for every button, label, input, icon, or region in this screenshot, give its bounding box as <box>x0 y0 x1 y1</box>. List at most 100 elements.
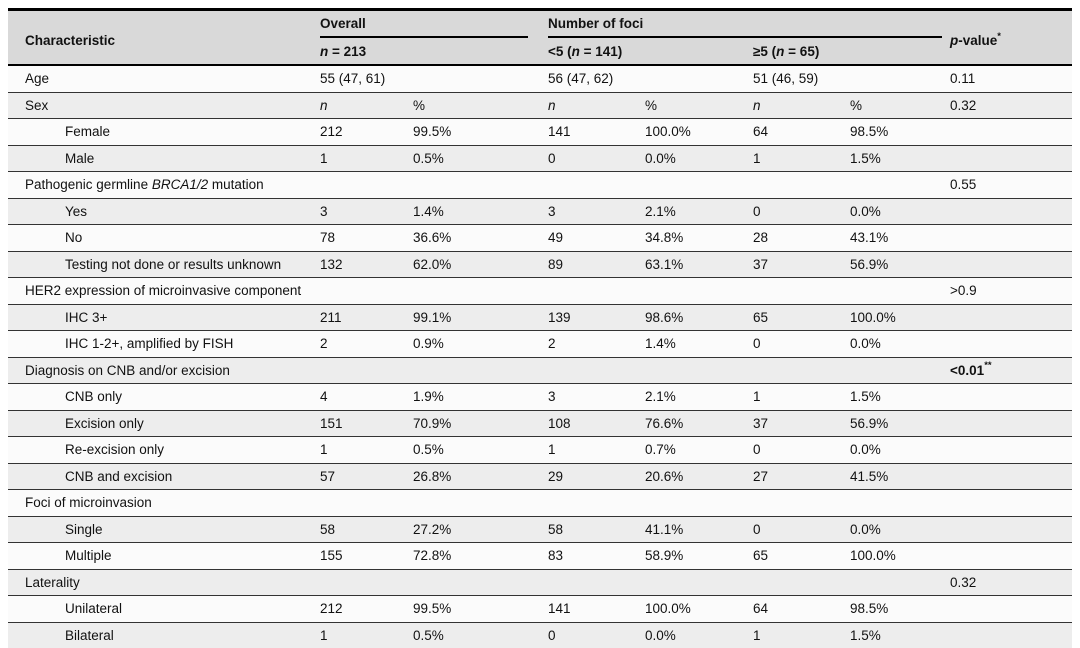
section-label: Laterality <box>8 568 951 596</box>
cell: 26.8% <box>413 462 548 490</box>
cell: 41.1% <box>645 515 753 543</box>
cell: 49 <box>548 224 645 251</box>
table-row: Bilateral 1 0.5% 0 0.0% 1 1.5% <box>8 621 1073 648</box>
p-value-cell <box>950 330 1073 357</box>
subheader-foci-lt5: <5 (n = 141) <box>548 38 753 65</box>
row-label: Sex <box>8 91 320 119</box>
cell: 0.0% <box>645 621 753 648</box>
cell: 1.5% <box>850 144 951 172</box>
section-row: HER2 expression of microinvasive compone… <box>8 277 1073 304</box>
cell: 70.9% <box>413 409 548 437</box>
table-row: Male 1 0.5% 0 0.0% 1 1.5% <box>8 144 1073 172</box>
section-row: Foci of microinvasion <box>8 489 1073 516</box>
p-value-cell <box>950 436 1073 463</box>
row-label: IHC 3+ <box>8 303 320 331</box>
table-row: CNB only 4 1.9% 3 2.1% 1 1.5% <box>8 383 1073 410</box>
cell: 1.9% <box>413 383 548 410</box>
p-value-cell: 0.11 <box>950 71 976 87</box>
cell: 99.1% <box>413 303 548 331</box>
cell: 65 <box>753 542 850 569</box>
section-label: HER2 expression of microinvasive compone… <box>8 277 951 304</box>
header-row-subgroups: n = 213 <5 (n = 141) ≥5 (n = 65) <box>8 38 1072 65</box>
cell: 141 <box>548 595 645 622</box>
p-value-cell: <0.01** <box>950 356 1073 384</box>
characteristics-table: Characteristic Overall Number of foci p-… <box>8 8 1073 648</box>
cell: 1.4% <box>413 197 548 225</box>
table-row: No 78 36.6% 49 34.8% 28 43.1% <box>8 224 1073 251</box>
cell: 139 <box>548 303 645 331</box>
p-value-cell <box>950 489 1073 516</box>
row-label: Unilateral <box>8 595 320 622</box>
cell: 100.0% <box>850 542 951 569</box>
cell: 132 <box>320 250 413 278</box>
cell: 3 <box>548 197 645 225</box>
subheader-overall-n: n = 213 <box>320 38 548 65</box>
cell: 151 <box>320 409 413 437</box>
p-value-cell: >0.9 <box>950 277 1073 304</box>
section-row: Laterality 0.32 <box>8 568 1073 596</box>
p-value-cell <box>950 621 1073 648</box>
cell: 58.9% <box>645 542 753 569</box>
table-row: Yes 3 1.4% 3 2.1% 0 0.0% <box>8 197 1073 225</box>
table-row: Age 55 (47, 61) 56 (47, 62) 51 (46, 59) 0.11 <box>8 65 1073 92</box>
cell: 2 <box>548 330 645 357</box>
cell: 58 <box>320 515 413 543</box>
table-row: Sex n% n% n% 0.32 <box>8 91 1073 119</box>
cell: 1 <box>320 621 413 648</box>
cell: 212 <box>320 118 413 145</box>
section-label: Foci of microinvasion <box>8 489 951 516</box>
cell: 0.0% <box>645 144 753 172</box>
cell: 2.1% <box>645 197 753 225</box>
cell: 0.0% <box>850 330 951 357</box>
p-value-cell <box>950 197 1073 225</box>
cell: 98.6% <box>645 303 753 331</box>
section-label: Pathogenic germline BRCA1/2 mutation <box>8 171 951 198</box>
cell: 28 <box>753 224 850 251</box>
cell: 0 <box>548 621 645 648</box>
row-label: Age <box>25 71 50 87</box>
p-value-cell <box>950 595 1073 622</box>
p-value-cell <box>950 144 1073 172</box>
cell: 0.9% <box>413 330 548 357</box>
cell: 1.5% <box>850 621 951 648</box>
row-label: CNB and excision <box>8 462 320 490</box>
cell: 0.0% <box>850 436 951 463</box>
cell: 1 <box>548 436 645 463</box>
cell: n <box>753 91 850 119</box>
p-value-cell <box>950 224 1073 251</box>
p-value-cell <box>950 515 1073 543</box>
cell: 0 <box>753 515 850 543</box>
cell: 155 <box>320 542 413 569</box>
p-value-cell <box>950 303 1073 331</box>
cell: 0 <box>753 330 850 357</box>
cell: 1 <box>320 144 413 172</box>
cell: 57 <box>320 462 413 490</box>
p-value-cell <box>950 118 1073 145</box>
cell: 100.0% <box>850 303 951 331</box>
cell: % <box>413 91 548 119</box>
cell: 99.5% <box>413 118 548 145</box>
table-row: Single 58 27.2% 58 41.1% 0 0.0% <box>8 515 1073 543</box>
cell: 83 <box>548 542 645 569</box>
row-label: CNB only <box>8 383 320 410</box>
cell: 89 <box>548 250 645 278</box>
col-header-p-value: p-value* <box>950 9 1073 65</box>
table-row: IHC 3+ 211 99.1% 139 98.6% 65 100.0% <box>8 303 1073 331</box>
cell: 141 <box>548 118 645 145</box>
cell: 56.9% <box>850 250 951 278</box>
overall-group-label: Overall <box>320 16 366 31</box>
cell: 100.0% <box>645 595 753 622</box>
row-label: Male <box>8 144 320 172</box>
cell: n <box>548 91 645 119</box>
cell: 1.4% <box>645 330 753 357</box>
cell: 0.0% <box>850 515 951 543</box>
section-row: Pathogenic germline BRCA1/2 mutation 0.55 <box>8 171 1073 198</box>
cell: 1 <box>753 621 850 648</box>
cell: % <box>850 91 951 119</box>
cell: 1 <box>753 383 850 410</box>
row-label: Female <box>8 118 320 145</box>
cell: 43.1% <box>850 224 951 251</box>
cell: 0.5% <box>413 436 548 463</box>
cell: n <box>320 91 413 119</box>
